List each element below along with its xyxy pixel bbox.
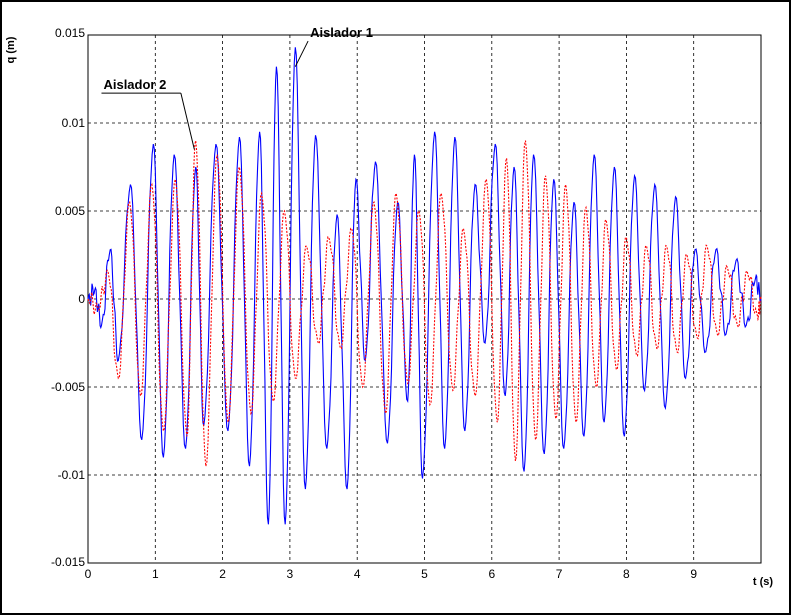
y-tick-label: 0.015 bbox=[55, 26, 85, 40]
x-tick-label: 4 bbox=[354, 567, 361, 581]
annotation-aislador-1: Aislador 1 bbox=[310, 25, 373, 40]
y-axis-label: q (m) bbox=[5, 36, 17, 63]
annotations: Aislador 1 Aislador 2 bbox=[101, 25, 373, 150]
annotation-leader-1 bbox=[294, 40, 309, 67]
y-tick-labels: 0.015 0.01 0.005 0 -0.005 -0.01 -0.015 bbox=[51, 26, 85, 569]
x-tick-label: 8 bbox=[623, 567, 630, 581]
x-tick-label: 9 bbox=[690, 567, 697, 581]
x-axis-label: t (s) bbox=[753, 576, 774, 588]
y-tick-label: 0 bbox=[78, 292, 85, 306]
x-tick-label: 0 bbox=[85, 567, 92, 581]
y-tick-label: -0.005 bbox=[51, 380, 85, 394]
x-tick-label: 1 bbox=[152, 567, 159, 581]
x-tick-label: 7 bbox=[556, 567, 563, 581]
series-line-aislador-1 bbox=[87, 47, 762, 525]
annotation-leader-2 bbox=[180, 92, 195, 150]
y-tick-label: 0.01 bbox=[62, 116, 86, 130]
x-tick-labels: 0 1 2 3 4 5 6 7 8 9 bbox=[85, 567, 698, 581]
annotation-aislador-2: Aislador 2 bbox=[103, 77, 166, 92]
series-group bbox=[87, 47, 762, 525]
y-tick-label: -0.01 bbox=[58, 468, 86, 482]
x-tick-label: 3 bbox=[287, 567, 294, 581]
series-line-aislador-2 bbox=[87, 140, 762, 467]
y-tick-label: -0.015 bbox=[51, 555, 85, 569]
y-tick-label: 0.005 bbox=[55, 204, 85, 218]
x-tick-label: 6 bbox=[488, 567, 495, 581]
x-tick-label: 5 bbox=[421, 567, 428, 581]
x-tick-label: 2 bbox=[219, 567, 226, 581]
